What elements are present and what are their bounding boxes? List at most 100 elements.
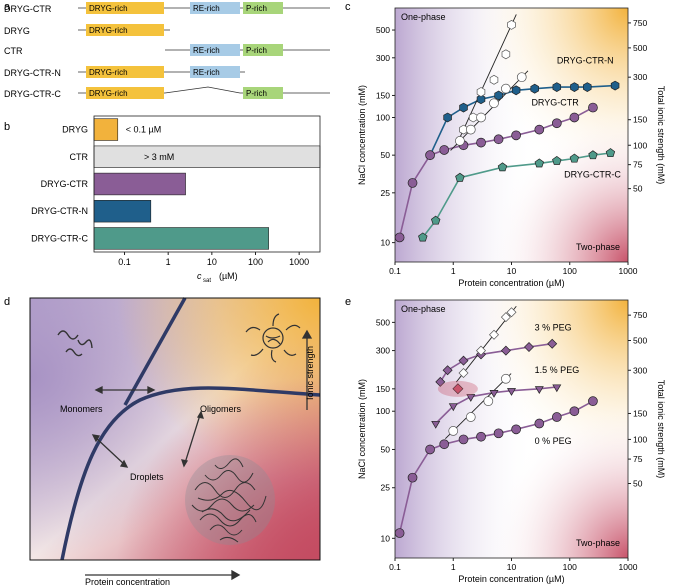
two-phase-label: Two-phase xyxy=(576,538,620,548)
data-point-circle xyxy=(588,396,598,407)
construct-name: DRYG xyxy=(4,26,30,36)
domain-label: DRYG-rich xyxy=(89,26,128,35)
y-right-tick-label: 150 xyxy=(633,115,647,125)
domain-block xyxy=(190,66,240,78)
y-right-tick-label: 750 xyxy=(633,310,647,320)
data-point-pentagon xyxy=(569,153,580,163)
bar-category-label: DRYG-CTR-C xyxy=(31,233,88,243)
domain-block xyxy=(243,2,283,14)
data-point-circle xyxy=(455,136,465,146)
bar xyxy=(93,118,119,141)
data-point-circle xyxy=(394,528,405,538)
data-point-triangle xyxy=(506,388,517,396)
data-point-pentagon xyxy=(418,232,428,242)
ionic-strength-label: Ionic strength xyxy=(305,346,315,400)
data-point-hexagon xyxy=(489,74,499,85)
data-point-triangle xyxy=(552,384,562,393)
construct-name: DRYG-CTR-C xyxy=(4,89,61,99)
oligomers-label: Oligomers xyxy=(200,404,242,414)
data-point-circle xyxy=(516,72,527,83)
y-tick-label: 100 xyxy=(376,112,390,122)
y-tick-label: 500 xyxy=(376,317,390,327)
series-label: 3 % PEG xyxy=(535,323,572,333)
x-tick-label: 1000 xyxy=(619,266,638,276)
y-right-tick-label: 50 xyxy=(633,184,643,194)
data-point-hexagon xyxy=(459,102,468,113)
x-axis-label: Protein concentration (µM) xyxy=(458,574,564,584)
bar-annotation: > 3 mM xyxy=(144,152,174,162)
series-label: DRYG-CTR-N xyxy=(557,56,614,66)
y-right-axis-label: Total ionic strength (mM) xyxy=(656,86,666,185)
data-point-circle xyxy=(569,112,580,123)
data-point-pentagon xyxy=(588,150,598,160)
data-point-diamond xyxy=(458,355,469,366)
domain-label: DRYG-rich xyxy=(89,89,128,98)
x-tick-label: 0.1 xyxy=(389,562,401,572)
y-tick-label: 300 xyxy=(376,346,390,356)
data-point-circle xyxy=(569,406,580,417)
construct-name: DRYG-CTR-N xyxy=(4,68,61,78)
domain-block xyxy=(86,87,164,99)
data-point-triangle xyxy=(534,386,544,394)
series-label: 0 % PEG xyxy=(535,436,572,446)
data-point-diamond xyxy=(442,365,453,376)
panel-c-phase-diagram: One-phase Two-phase 0.1 1 10 100 1000 10 25 50 100… xyxy=(357,7,666,288)
transition-arrows xyxy=(85,329,313,581)
data-point-diamond xyxy=(547,338,558,349)
data-point-hexagon xyxy=(494,90,503,101)
y-tick-label: 10 xyxy=(381,238,391,248)
data-point-circle xyxy=(448,426,459,436)
oligomer-tangle-icon xyxy=(245,313,301,363)
x-tick-label: 100 xyxy=(563,562,577,572)
data-point-diamond xyxy=(489,329,499,340)
data-point-hexagon xyxy=(570,82,579,93)
data-point-hexagon xyxy=(507,19,516,30)
x-tick-label: 0.1 xyxy=(118,257,131,267)
domain-label: DRYG-rich xyxy=(89,68,128,77)
data-point-pentagon xyxy=(430,215,441,225)
data-point-pentagon xyxy=(605,148,616,158)
series-label: DRYG-CTR-C xyxy=(564,170,621,180)
y-right-tick-label: 300 xyxy=(633,365,647,375)
y-tick-label: 100 xyxy=(376,406,390,416)
domain-label: RE-rich xyxy=(193,46,220,55)
data-point-circle xyxy=(439,145,450,155)
x-tick-label: 10 xyxy=(507,266,517,276)
data-point-pentagon xyxy=(497,162,508,172)
data-point-triangle xyxy=(431,420,441,429)
data-point-diamond xyxy=(476,345,486,356)
y-right-tick-label: 150 xyxy=(633,408,647,418)
y-right-tick-label: 75 xyxy=(633,454,643,464)
y-tick-label: 50 xyxy=(381,444,391,454)
x-tick-label: 1000 xyxy=(289,257,309,267)
bar-category-label: DRYG-CTR-N xyxy=(31,206,88,216)
y-right-tick-label: 75 xyxy=(633,160,643,170)
panel-a-constructs: DRYG-CTR DRYG-rich RE-rich P-rich DRYG DRYG-r… xyxy=(4,2,330,99)
bar-frame xyxy=(93,115,321,253)
data-point-circle xyxy=(425,150,435,161)
data-point-circle xyxy=(476,112,486,123)
y-right-tick-label: 500 xyxy=(633,336,647,346)
x-tick-label: 100 xyxy=(563,266,577,276)
data-point-hexagon xyxy=(501,49,511,60)
phase-boundary-curve xyxy=(60,386,321,561)
data-point-triangle xyxy=(466,394,476,402)
series-label: DRYG-CTR xyxy=(531,97,579,107)
x-axis-label: c xyxy=(197,271,202,281)
highlight-ellipse xyxy=(437,380,478,397)
bar-annotation: < 0.1 µM xyxy=(126,125,161,135)
droplets-label: Droplets xyxy=(130,472,164,482)
data-point-hexagon xyxy=(511,85,521,96)
data-point-circle xyxy=(534,124,545,135)
domain-block xyxy=(243,44,283,56)
data-point-diamond xyxy=(500,312,511,323)
panel-a-label: a xyxy=(4,1,11,13)
data-point-circle xyxy=(534,418,545,429)
fit-line xyxy=(455,14,517,146)
data-point-circle xyxy=(511,424,521,435)
domain-label: P-rich xyxy=(246,4,267,13)
bar-category-label: DRYG xyxy=(62,125,88,135)
data-point-diamond xyxy=(524,342,534,352)
bar xyxy=(93,172,186,196)
